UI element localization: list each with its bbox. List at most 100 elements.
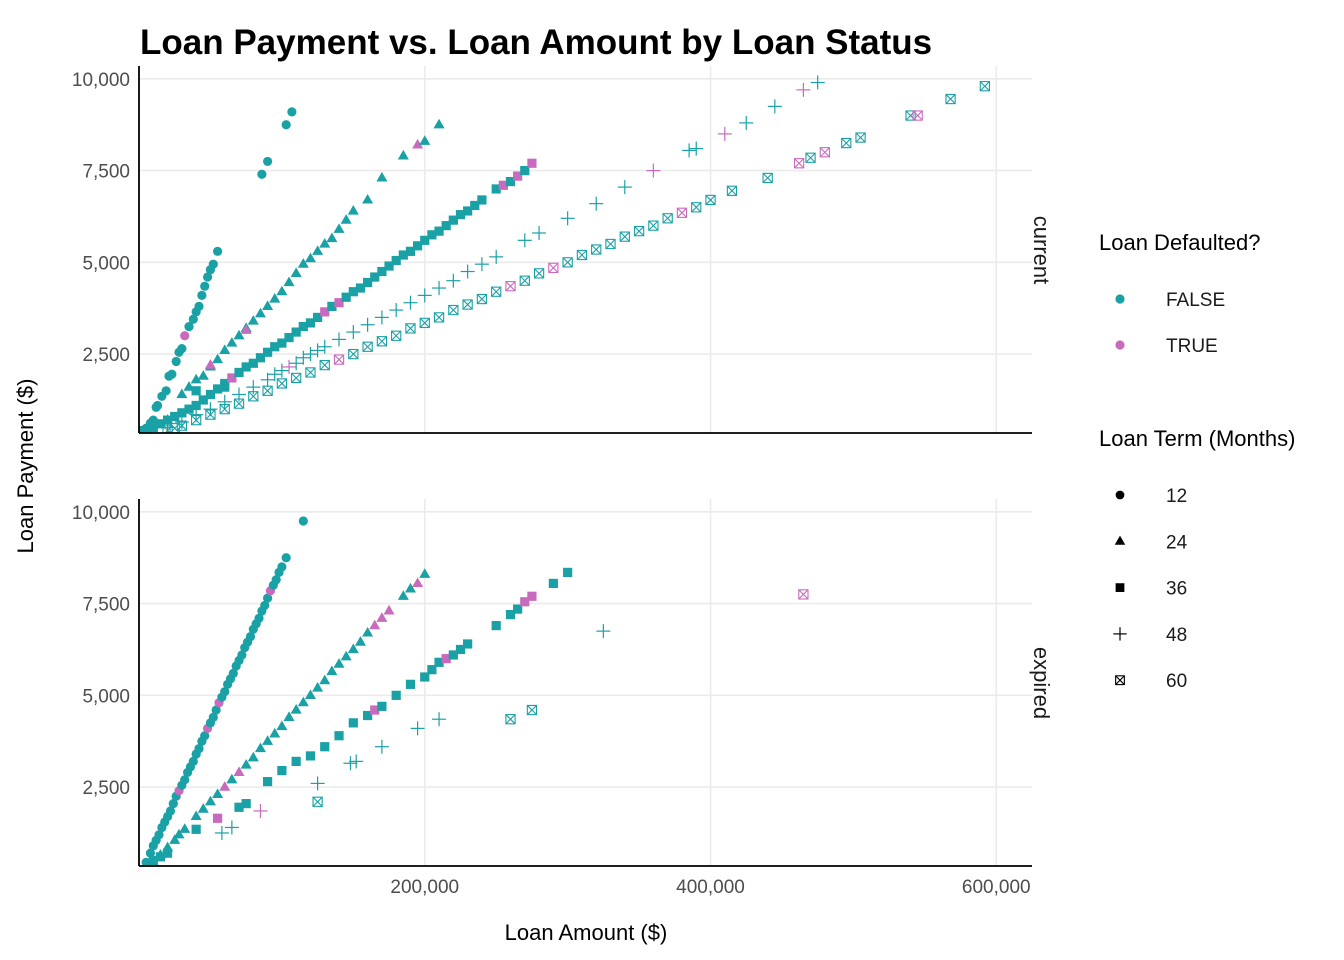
- data-point-36mo: [520, 597, 530, 607]
- data-point-60mo: [233, 398, 245, 409]
- data-point-48mo: [374, 739, 389, 754]
- data-point-48mo: [303, 347, 318, 362]
- data-point-24mo: [340, 214, 352, 224]
- data-point-24mo: [419, 135, 431, 145]
- data-point-36mo: [384, 261, 394, 271]
- data-point-12mo: [271, 575, 281, 585]
- data-point-60mo: [205, 409, 216, 420]
- data-point-60mo: [462, 299, 473, 310]
- data-point-48mo: [589, 196, 604, 211]
- data-point-60mo: [619, 231, 630, 242]
- data-point-24mo: [233, 329, 245, 340]
- data-point-36mo: [448, 215, 458, 225]
- data-point-60mo: [576, 249, 588, 261]
- data-point-36mo: [148, 422, 158, 433]
- data-point-12mo: [180, 775, 190, 785]
- data-point-36mo: [291, 327, 301, 337]
- panel-current: 2,500 5,000 7,500 10,000 current: [72, 66, 1054, 434]
- data-point-36mo: [470, 200, 480, 211]
- legend-label: 24: [1166, 532, 1188, 553]
- data-point-48mo: [796, 82, 811, 97]
- data-point-60mo: [333, 354, 345, 365]
- data-point-24mo: [319, 237, 331, 248]
- data-point-24mo: [397, 590, 409, 600]
- data-point-36mo: [548, 578, 558, 589]
- legend-label: 36: [1166, 579, 1187, 600]
- data-point-24mo: [376, 171, 388, 182]
- data-point-48mo: [296, 350, 311, 365]
- data-point-48mo: [689, 141, 704, 156]
- data-point-60mo: [819, 147, 830, 158]
- data-point-36mo: [320, 742, 330, 752]
- data-point-36mo: [277, 338, 287, 348]
- data-point-36mo: [363, 277, 373, 288]
- data-point-24mo: [240, 324, 252, 334]
- data-point-24mo: [197, 803, 209, 813]
- data-point-36mo: [270, 342, 280, 352]
- data-point-12mo: [168, 799, 178, 809]
- data-point-36mo: [141, 425, 151, 433]
- data-point-60mo: [798, 589, 809, 600]
- x-tick-label: 200,000: [390, 877, 459, 898]
- data-point-12mo: [145, 848, 156, 858]
- data-point-24mo: [312, 682, 324, 692]
- data-point-12mo: [177, 343, 187, 354]
- data-point-60mo: [191, 415, 202, 426]
- data-point-60mo: [376, 336, 388, 347]
- data-point-12mo: [188, 314, 198, 324]
- data-point-24mo: [312, 245, 324, 255]
- data-point-12mo: [287, 107, 297, 117]
- legend-key-true: [1115, 340, 1125, 350]
- data-point-12mo: [197, 290, 207, 300]
- legend-label: 12: [1166, 486, 1187, 507]
- legend-label: 60: [1166, 671, 1187, 692]
- data-point-48mo: [374, 310, 389, 325]
- data-point-48mo: [346, 325, 361, 340]
- y-tick-label: 10,000: [72, 70, 130, 91]
- data-point-12mo: [141, 857, 151, 866]
- data-point-36mo: [241, 362, 251, 372]
- data-point-36mo: [377, 266, 387, 277]
- data-point-36mo: [205, 389, 216, 400]
- data-point-60mo: [291, 372, 302, 384]
- data-point-36mo: [277, 765, 287, 776]
- data-point-48mo: [389, 303, 404, 318]
- data-point-36mo: [477, 195, 487, 205]
- data-point-36mo: [248, 358, 258, 368]
- data-point-60mo: [676, 207, 688, 218]
- data-point-36mo: [184, 404, 194, 414]
- data-point-60mo: [705, 194, 716, 206]
- grid-expired: [139, 499, 1032, 866]
- facet-label-expired: expired: [1029, 647, 1054, 719]
- data-point-36mo: [370, 272, 380, 282]
- data-point-24mo: [204, 795, 216, 806]
- data-point-60mo: [262, 385, 273, 396]
- data-point-48mo: [203, 402, 218, 417]
- data-point-24mo: [326, 232, 338, 243]
- data-point-60mo: [362, 341, 373, 352]
- data-point-48mo: [717, 126, 732, 141]
- data-point-48mo: [560, 211, 575, 226]
- legend-key-60mo: [1115, 675, 1125, 686]
- data-point-12mo: [171, 356, 181, 367]
- data-point-36mo: [284, 332, 294, 343]
- color-legend-title: Loan Defaulted?: [1099, 230, 1260, 255]
- data-point-12mo: [281, 553, 291, 563]
- data-point-24mo: [362, 193, 374, 204]
- data-point-24mo: [304, 689, 316, 699]
- data-point-36mo: [327, 301, 337, 311]
- data-point-24mo: [254, 742, 266, 753]
- data-point-60mo: [726, 185, 738, 196]
- y-tick-label: 7,500: [82, 162, 130, 183]
- data-point-60mo: [491, 286, 502, 297]
- data-point-12mo: [208, 259, 218, 269]
- data-point-60mo: [405, 323, 416, 334]
- data-point-24mo: [297, 696, 309, 707]
- data-point-36mo: [427, 230, 437, 240]
- legend-key-24mo: [1114, 535, 1126, 545]
- data-point-36mo: [298, 321, 308, 332]
- y-tick-label: 5,000: [82, 686, 130, 707]
- data-point-24mo: [212, 353, 224, 364]
- data-point-12mo: [184, 321, 194, 332]
